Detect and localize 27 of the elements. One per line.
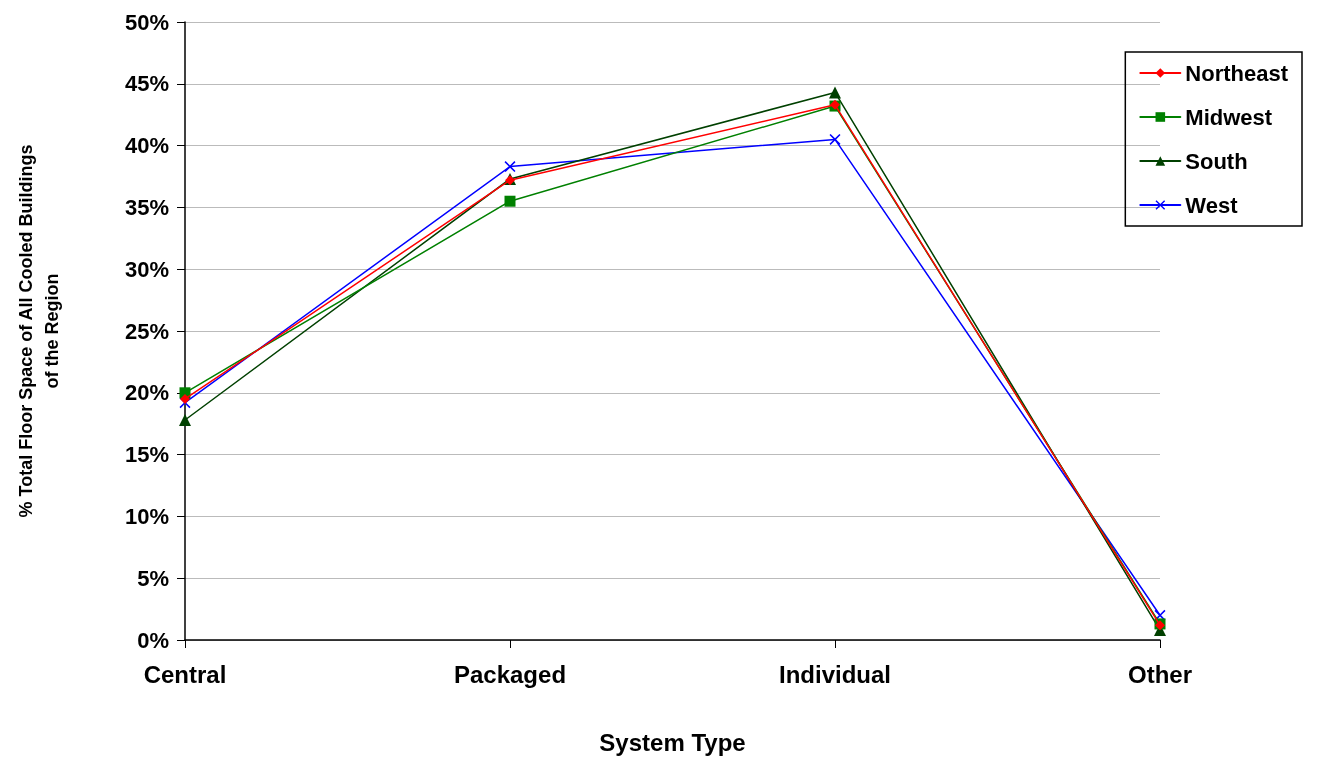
y-tick-label: 35% (124, 194, 169, 220)
legend-label: Northeast (1185, 60, 1289, 86)
y-tick-label: 40% (124, 133, 169, 159)
y-tick-label: 30% (124, 256, 169, 282)
x-tick-label: Other (1127, 660, 1193, 688)
point (829, 133, 841, 145)
y-tick-label: 20% (124, 380, 169, 406)
point (504, 161, 516, 173)
x-tick-label: Central (143, 660, 227, 688)
y-tick-label: 10% (124, 503, 169, 529)
point (180, 393, 190, 404)
x-axis-title: System Type (599, 728, 746, 756)
point (179, 413, 191, 426)
x-tick-label: Packaged (453, 660, 567, 688)
y-tick-label: 50% (124, 9, 169, 35)
y-tick-label: 5% (137, 565, 169, 591)
point (504, 195, 516, 207)
y-tick-label: 15% (124, 442, 169, 468)
y-tick-label: 0% (137, 627, 169, 653)
y-tick-label: 25% (124, 318, 169, 344)
legend-label: Midwest (1185, 104, 1273, 130)
point (829, 86, 841, 99)
legend-label: South (1185, 148, 1248, 174)
x-tick-label: Individual (778, 660, 892, 688)
y-tick-label: 45% (124, 71, 169, 97)
y-axis-title: % Total Floor Space of All Cooled Buildings of the Region (16, 144, 62, 518)
legend-label: West (1185, 192, 1239, 218)
